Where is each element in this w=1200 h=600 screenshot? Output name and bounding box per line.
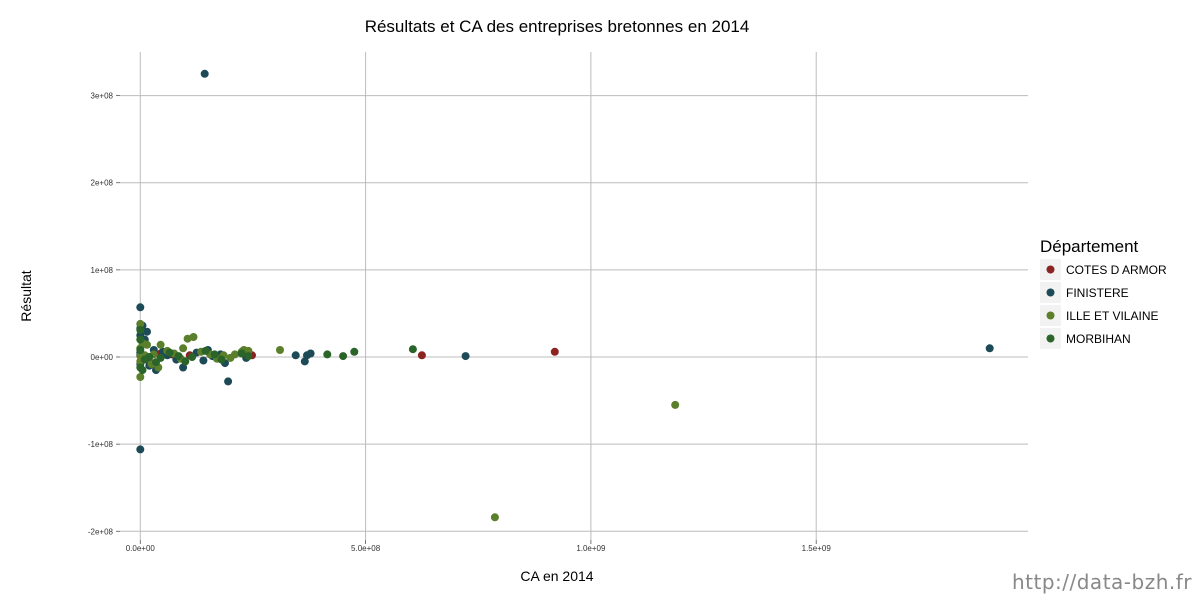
watermark-text: http://data-bzh.fr <box>1012 570 1192 594</box>
data-point <box>671 400 680 409</box>
data-point <box>408 345 417 354</box>
x-tick-label: 5.0e+08 <box>351 544 381 553</box>
data-point <box>136 445 145 454</box>
plot-panel <box>120 52 1028 540</box>
data-point <box>210 350 219 359</box>
data-point <box>136 303 145 312</box>
legend-item: ILLE ET VILAINE <box>1040 305 1159 326</box>
data-point <box>143 327 151 336</box>
legend-label: FINISTERE <box>1066 286 1129 300</box>
y-tick-label: 3e+08 <box>91 92 114 101</box>
data-point <box>136 373 145 381</box>
y-axis-title: Résultat <box>18 270 34 321</box>
legend-item: COTES D ARMOR <box>1040 259 1167 280</box>
data-point <box>201 346 210 355</box>
legend-title: Département <box>1040 237 1139 256</box>
data-point <box>143 340 151 349</box>
data-point <box>140 355 149 364</box>
x-tick-label: 1.5e+09 <box>802 544 832 553</box>
data-point <box>461 352 470 361</box>
legend-key-marker <box>1046 311 1055 320</box>
data-point <box>136 326 145 334</box>
y-axis-ticks: -2e+08 -1e+08 0e+00 1e+08 2e+08 3e+08 <box>88 92 120 536</box>
series-morbihan <box>136 326 417 375</box>
legend-items: COTES D ARMOR FINISTERE ILLE ET VILAINE MOR… <box>1040 259 1167 349</box>
data-point <box>323 350 332 359</box>
data-point <box>156 340 165 349</box>
data-point <box>200 69 209 78</box>
data-point <box>174 352 183 361</box>
y-tick-label: -1e+08 <box>88 440 114 449</box>
legend-key-marker <box>1046 265 1055 274</box>
x-axis-title: CA en 2014 <box>520 568 593 584</box>
data-point <box>226 353 235 362</box>
data-point <box>306 349 315 358</box>
panel-background <box>120 52 1028 540</box>
grid-lines <box>120 52 1028 540</box>
data-point <box>237 349 246 358</box>
data-point <box>136 319 145 328</box>
data-point <box>152 358 160 367</box>
data-point <box>417 351 426 360</box>
legend-item: FINISTERE <box>1040 282 1129 303</box>
data-point <box>217 355 226 364</box>
legend-label: ILLE ET VILAINE <box>1066 309 1159 323</box>
data-point <box>985 344 994 353</box>
data-point <box>244 352 253 361</box>
data-point <box>165 348 174 357</box>
data-point <box>199 356 208 365</box>
data-point <box>136 346 145 354</box>
legend: Département COTES D ARMOR FINISTERE ILLE E… <box>1040 237 1167 349</box>
data-point <box>136 335 145 344</box>
y-tick-label: 1e+08 <box>91 266 114 275</box>
data-point <box>188 353 197 361</box>
data-point <box>550 347 559 356</box>
data-point <box>179 363 188 372</box>
data-point <box>490 513 499 522</box>
data-point <box>300 357 309 366</box>
data-point <box>189 333 198 341</box>
data-point <box>181 357 190 366</box>
data-point <box>291 351 300 360</box>
legend-item: MORBIHAN <box>1040 328 1131 349</box>
y-tick-label: -2e+08 <box>88 527 114 536</box>
data-point <box>179 344 188 353</box>
y-tick-label: 0e+00 <box>91 353 114 362</box>
data-point <box>276 346 284 354</box>
data-point <box>350 347 359 356</box>
legend-label: COTES D ARMOR <box>1066 263 1167 277</box>
legend-key-marker <box>1046 334 1055 343</box>
chart-title: Résultats et CA des entreprises bretonne… <box>365 17 750 36</box>
data-point <box>224 377 233 386</box>
x-tick-label: 1.0e+09 <box>576 544 606 553</box>
x-tick-label: 0.0e+00 <box>126 544 156 553</box>
legend-key-marker <box>1046 288 1055 297</box>
data-point <box>138 366 147 375</box>
y-tick-label: 2e+08 <box>91 179 114 188</box>
x-axis-ticks: 0.0e+00 5.0e+08 1.0e+09 1.5e+09 <box>126 540 832 553</box>
data-point <box>339 352 348 361</box>
legend-label: MORBIHAN <box>1066 332 1131 346</box>
data-points <box>136 69 994 522</box>
